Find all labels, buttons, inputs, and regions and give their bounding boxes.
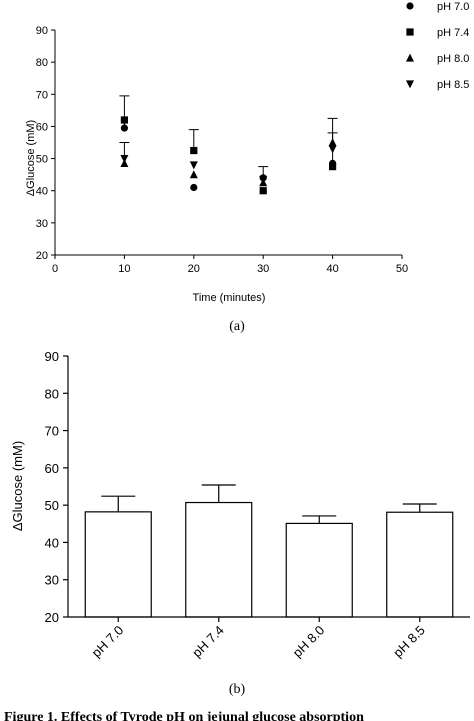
x-tick-label: pH 7.0: [89, 623, 127, 661]
data-point: [189, 161, 198, 170]
y-tick-label: 60: [45, 461, 59, 476]
data-point: [190, 146, 198, 155]
bar: [386, 511, 454, 618]
panel-b-x-axis: pH 7.0 pH 7.4 pH 8.0 pH 8.5: [68, 616, 470, 661]
x-tick-label: 30: [257, 263, 269, 275]
panel-b: 20 30 40 50 60 70 80 90 pH 7.0 pH 7.4 pH 8.0 pH 8.…: [10, 349, 470, 697]
y-tick-label: 80: [36, 57, 48, 69]
data-point: [328, 145, 337, 154]
y-tick-label: 30: [45, 573, 59, 588]
legend-marker: [406, 2, 414, 10]
data-point: [329, 163, 337, 171]
y-tick-label: 50: [45, 498, 59, 513]
x-tick-label: pH 7.4: [189, 623, 227, 661]
legend-label: pH 7.0: [437, 1, 469, 13]
x-tick-label: 20: [188, 263, 200, 275]
x-tick-label: 0: [52, 263, 58, 275]
bar: [84, 511, 152, 618]
y-tick-label: 30: [36, 218, 48, 230]
bar: [285, 522, 353, 618]
y-tick-label: 60: [36, 121, 48, 133]
data-point: [120, 116, 128, 124]
y-tick-label: 50: [36, 154, 48, 166]
x-tick-label: 40: [326, 263, 338, 275]
y-tick-label: 20: [45, 610, 59, 625]
panel-a-data: [119, 95, 338, 195]
y-tick-label: 90: [36, 25, 48, 37]
legend-label: pH 8.0: [437, 53, 469, 65]
y-tick-label: 20: [36, 250, 48, 262]
x-tick-label: 10: [118, 263, 130, 275]
x-tick-label: pH 8.0: [290, 623, 328, 661]
legend-marker: [406, 53, 414, 62]
legend-label: pH 7.4: [437, 27, 469, 39]
data-point: [120, 158, 129, 167]
legend: pH 7.0 pH 7.4 pH 8.0 pH 8.5: [406, 1, 469, 91]
legend-marker: [406, 80, 414, 89]
panel-b-bars: [84, 484, 454, 618]
data-point: [120, 124, 128, 132]
x-tick-label: 50: [396, 263, 408, 275]
y-tick-label: 70: [45, 424, 59, 439]
data-point: [189, 170, 198, 179]
panel-b-y-axis: 20 30 40 50 60 70 80 90: [45, 349, 69, 625]
y-tick-label: 40: [36, 186, 48, 198]
legend-marker: [406, 28, 414, 36]
y-tick-label: 70: [36, 89, 48, 101]
y-tick-label: 40: [45, 535, 59, 550]
panel-b-y-axis-label: ΔGlucose (mM): [10, 441, 25, 531]
data-point: [120, 154, 129, 163]
x-tick-label: pH 8.5: [390, 623, 428, 661]
data-point: [190, 183, 198, 192]
panel-a-label: (a): [229, 319, 245, 334]
panel-a-x-axis: 0 10 20 30 40 50: [52, 254, 408, 275]
data-point: [259, 187, 267, 195]
panel-a-x-axis-label: Time (minutes): [193, 292, 266, 304]
bar: [185, 501, 253, 618]
panel-b-label: (b): [229, 682, 246, 697]
y-tick-label: 90: [45, 349, 59, 364]
panel-a-y-axis-label: ΔGlucose (mM): [25, 120, 37, 196]
figure-caption: Figure 1. Effects of Tyrode pH on jejuna…: [4, 710, 364, 721]
y-tick-label: 80: [45, 386, 59, 401]
legend-label: pH 8.5: [437, 79, 469, 91]
data-point: [259, 175, 268, 184]
panel-a-y-axis: 20 30 40 50 60 70 80 90: [36, 25, 56, 262]
